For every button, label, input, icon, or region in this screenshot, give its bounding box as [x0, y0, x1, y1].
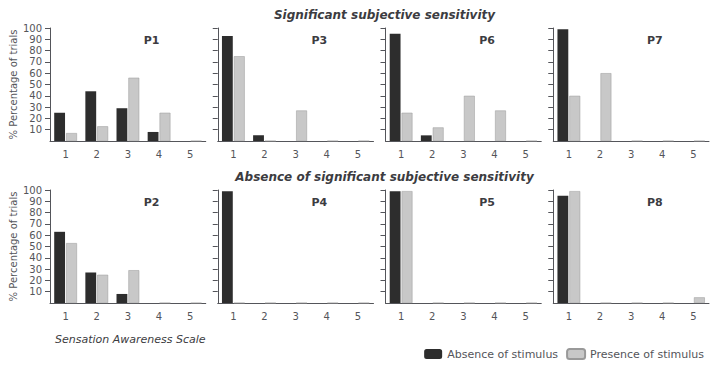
svg-text:5: 5 — [355, 311, 361, 322]
svg-text:2: 2 — [261, 149, 267, 160]
svg-text:5: 5 — [690, 149, 696, 160]
svg-text:4: 4 — [491, 149, 497, 160]
svg-text:5: 5 — [690, 311, 696, 322]
svg-text:100: 100 — [23, 23, 42, 34]
svg-text:3: 3 — [292, 311, 298, 322]
svg-text:2: 2 — [94, 149, 100, 160]
svg-text:5: 5 — [187, 311, 193, 322]
svg-text:Absence of significant subject: Absence of significant subjective sensit… — [234, 170, 535, 184]
svg-text:10: 10 — [29, 124, 42, 135]
svg-text:3: 3 — [460, 149, 466, 160]
svg-text:60: 60 — [29, 68, 42, 79]
svg-text:40: 40 — [29, 252, 42, 263]
svg-text:P2: P2 — [144, 196, 160, 209]
svg-text:50: 50 — [29, 79, 42, 90]
svg-text:20: 20 — [29, 113, 42, 124]
svg-text:60: 60 — [29, 230, 42, 241]
svg-text:20: 20 — [29, 275, 42, 286]
svg-text:4: 4 — [324, 149, 330, 160]
svg-text:P1: P1 — [144, 34, 160, 47]
svg-text:4: 4 — [659, 149, 665, 160]
svg-text:40: 40 — [29, 90, 42, 101]
svg-text:4: 4 — [491, 311, 497, 322]
svg-text:3: 3 — [628, 149, 634, 160]
svg-text:70: 70 — [29, 218, 42, 229]
svg-text:50: 50 — [29, 241, 42, 252]
svg-text:P7: P7 — [647, 34, 663, 47]
svg-text:P3: P3 — [311, 34, 327, 47]
svg-text:1: 1 — [566, 311, 572, 322]
svg-text:80: 80 — [29, 45, 42, 56]
svg-text:2: 2 — [597, 149, 603, 160]
svg-text:Absence of stimulus: Absence of stimulus — [447, 348, 558, 361]
svg-text:90: 90 — [29, 196, 42, 207]
svg-text:3: 3 — [125, 149, 131, 160]
svg-text:80: 80 — [29, 207, 42, 218]
svg-text:2: 2 — [429, 311, 435, 322]
svg-text:4: 4 — [156, 149, 162, 160]
svg-text:P5: P5 — [479, 196, 495, 209]
svg-text:3: 3 — [125, 311, 131, 322]
svg-text:% Percentage of trials: % Percentage of trials — [8, 192, 19, 302]
svg-text:2: 2 — [261, 311, 267, 322]
svg-text:2: 2 — [94, 311, 100, 322]
svg-text:2: 2 — [429, 149, 435, 160]
svg-text:Presence of stimulus: Presence of stimulus — [590, 348, 704, 361]
svg-text:70: 70 — [29, 56, 42, 67]
svg-text:5: 5 — [522, 311, 528, 322]
svg-text:5: 5 — [522, 149, 528, 160]
svg-text:4: 4 — [324, 311, 330, 322]
svg-text:1: 1 — [62, 311, 68, 322]
svg-text:1: 1 — [398, 149, 404, 160]
svg-text:P4: P4 — [311, 196, 327, 209]
svg-text:1: 1 — [398, 311, 404, 322]
svg-text:30: 30 — [29, 102, 42, 113]
svg-text:10: 10 — [29, 286, 42, 297]
svg-text:Sensation Awareness Scale: Sensation Awareness Scale — [55, 333, 206, 346]
svg-text:3: 3 — [292, 149, 298, 160]
svg-text:Significant subjective sensiti: Significant subjective sensitivity — [274, 8, 496, 22]
svg-text:% Percentage of trials: % Percentage of trials — [8, 30, 19, 140]
svg-text:P8: P8 — [647, 196, 663, 209]
svg-text:1: 1 — [62, 149, 68, 160]
svg-text:1: 1 — [230, 149, 236, 160]
svg-text:4: 4 — [156, 311, 162, 322]
svg-text:2: 2 — [597, 311, 603, 322]
svg-text:100: 100 — [23, 185, 42, 196]
svg-text:90: 90 — [29, 34, 42, 45]
svg-text:3: 3 — [628, 311, 634, 322]
svg-text:1: 1 — [230, 311, 236, 322]
svg-text:5: 5 — [187, 149, 193, 160]
svg-text:1: 1 — [566, 149, 572, 160]
svg-text:30: 30 — [29, 264, 42, 275]
svg-text:5: 5 — [355, 149, 361, 160]
svg-text:P6: P6 — [479, 34, 495, 47]
svg-text:4: 4 — [659, 311, 665, 322]
svg-text:3: 3 — [460, 311, 466, 322]
